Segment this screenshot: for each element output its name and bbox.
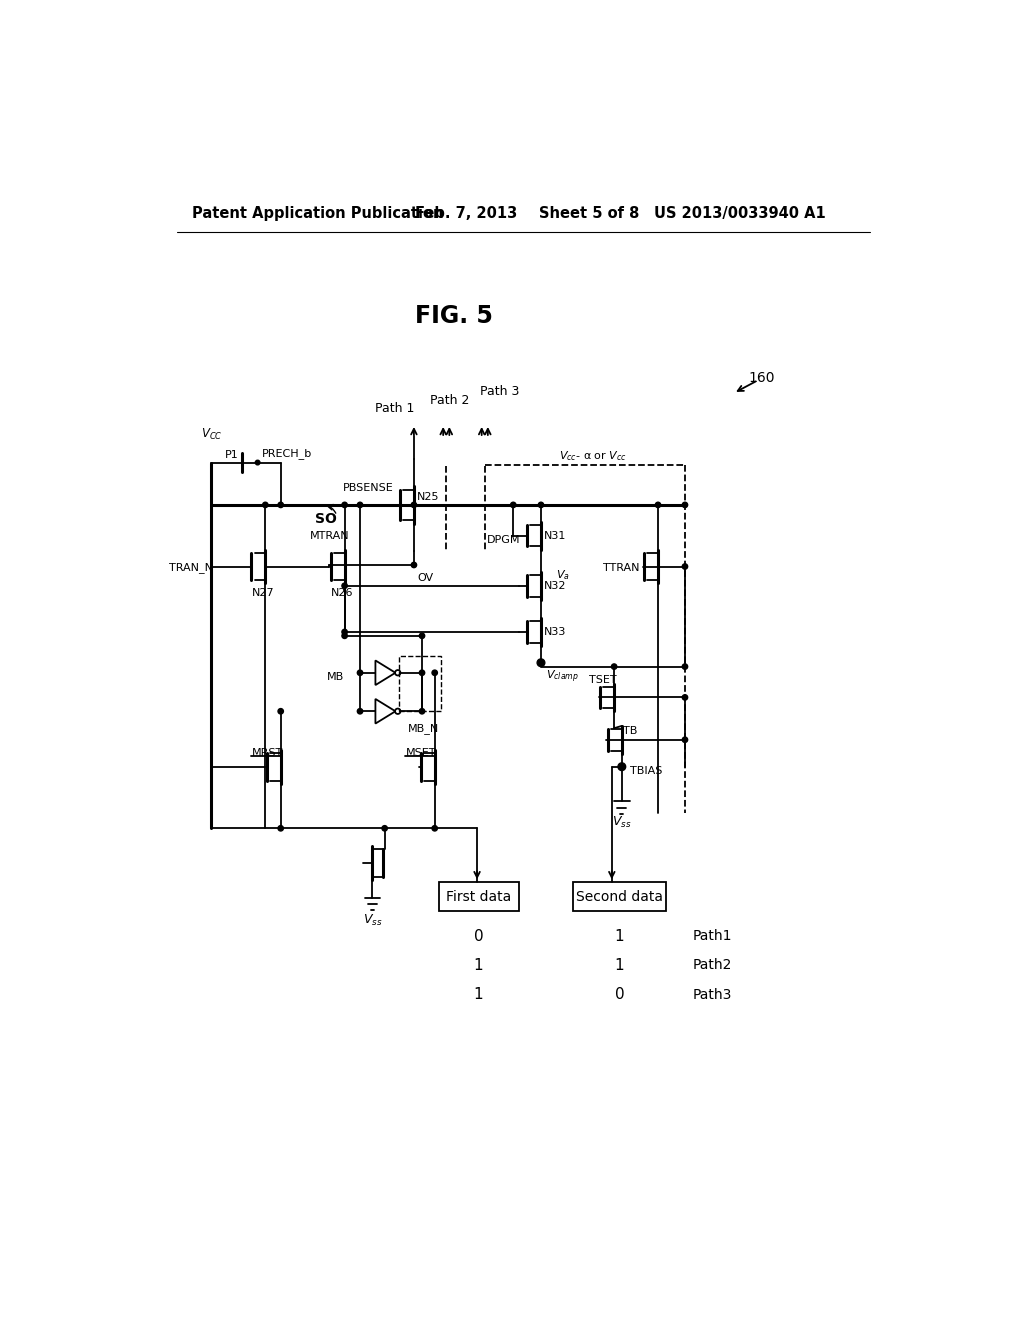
Text: Second data: Second data xyxy=(577,890,663,904)
Bar xyxy=(573,882,666,911)
Circle shape xyxy=(342,634,347,639)
Circle shape xyxy=(278,709,284,714)
Bar xyxy=(438,882,519,911)
Circle shape xyxy=(682,502,688,508)
Text: MB_N: MB_N xyxy=(408,723,439,734)
Circle shape xyxy=(682,664,688,669)
Text: OV: OV xyxy=(417,573,433,583)
Text: 1: 1 xyxy=(614,928,625,944)
Circle shape xyxy=(432,825,437,832)
Text: TBIAS: TBIAS xyxy=(630,766,662,776)
Circle shape xyxy=(538,659,545,667)
Circle shape xyxy=(382,825,387,832)
Text: Patent Application Publication: Patent Application Publication xyxy=(193,206,443,222)
Circle shape xyxy=(682,737,688,742)
Text: N33: N33 xyxy=(544,627,566,638)
Text: TSET: TSET xyxy=(589,676,616,685)
Circle shape xyxy=(357,502,362,508)
Text: Path3: Path3 xyxy=(692,987,732,1002)
Circle shape xyxy=(617,763,626,771)
Circle shape xyxy=(611,664,616,669)
Text: 1: 1 xyxy=(614,958,625,973)
Circle shape xyxy=(278,502,284,508)
Circle shape xyxy=(419,671,425,676)
Circle shape xyxy=(357,709,362,714)
Text: N27: N27 xyxy=(252,589,274,598)
Text: First data: First data xyxy=(446,890,511,904)
Circle shape xyxy=(432,671,437,676)
Text: $V_{ss}$: $V_{ss}$ xyxy=(362,913,382,928)
Text: Path1: Path1 xyxy=(692,929,732,942)
Circle shape xyxy=(262,502,268,508)
Text: Feb. 7, 2013: Feb. 7, 2013 xyxy=(416,206,518,222)
Circle shape xyxy=(255,461,260,465)
Bar xyxy=(399,656,441,711)
Text: US 2013/0033940 A1: US 2013/0033940 A1 xyxy=(654,206,826,222)
Circle shape xyxy=(419,634,425,639)
Text: 0: 0 xyxy=(614,987,625,1002)
Circle shape xyxy=(682,694,688,700)
Circle shape xyxy=(278,825,284,832)
Circle shape xyxy=(539,502,544,508)
Text: $V_{clamp}$: $V_{clamp}$ xyxy=(546,668,579,685)
Text: MB: MB xyxy=(328,672,345,681)
Circle shape xyxy=(342,502,347,508)
Text: Path 3: Path 3 xyxy=(480,385,520,399)
Text: DPGM: DPGM xyxy=(487,535,520,545)
Text: PRECH_b: PRECH_b xyxy=(261,447,311,459)
Text: Path 2: Path 2 xyxy=(430,395,470,408)
Text: $V_{ss}$: $V_{ss}$ xyxy=(612,816,632,830)
Text: PBSENSE: PBSENSE xyxy=(343,483,394,492)
Circle shape xyxy=(342,630,347,635)
Text: TTRAN: TTRAN xyxy=(602,564,639,573)
Text: 1: 1 xyxy=(474,958,483,973)
Text: N31: N31 xyxy=(544,531,566,541)
Text: N26: N26 xyxy=(331,589,353,598)
Text: SO: SO xyxy=(315,512,337,525)
Text: $V_{cc}$- α or $V_{cc}$: $V_{cc}$- α or $V_{cc}$ xyxy=(559,449,627,462)
Circle shape xyxy=(511,502,516,508)
Text: 160: 160 xyxy=(749,371,775,385)
Text: Path 1: Path 1 xyxy=(375,403,415,416)
Circle shape xyxy=(342,583,347,589)
Text: FIG. 5: FIG. 5 xyxy=(415,304,493,329)
Circle shape xyxy=(682,564,688,569)
Text: 0: 0 xyxy=(474,928,483,944)
Text: $V_a$: $V_a$ xyxy=(556,568,570,582)
Circle shape xyxy=(412,562,417,568)
Text: N25: N25 xyxy=(417,492,439,502)
Text: MSET: MSET xyxy=(406,748,436,758)
Text: $V_{CC}$: $V_{CC}$ xyxy=(201,426,222,442)
Text: TB: TB xyxy=(624,726,638,735)
Text: TRAN_N: TRAN_N xyxy=(169,562,213,573)
Circle shape xyxy=(419,709,425,714)
Text: N32: N32 xyxy=(544,581,566,591)
Text: 1: 1 xyxy=(474,987,483,1002)
Text: P1: P1 xyxy=(225,450,239,459)
Circle shape xyxy=(412,502,417,508)
Text: Path2: Path2 xyxy=(692,958,732,973)
Text: MTRAN: MTRAN xyxy=(309,531,349,541)
Text: MRST: MRST xyxy=(252,748,283,758)
Text: Sheet 5 of 8: Sheet 5 of 8 xyxy=(539,206,639,222)
Circle shape xyxy=(655,502,660,508)
Circle shape xyxy=(357,671,362,676)
